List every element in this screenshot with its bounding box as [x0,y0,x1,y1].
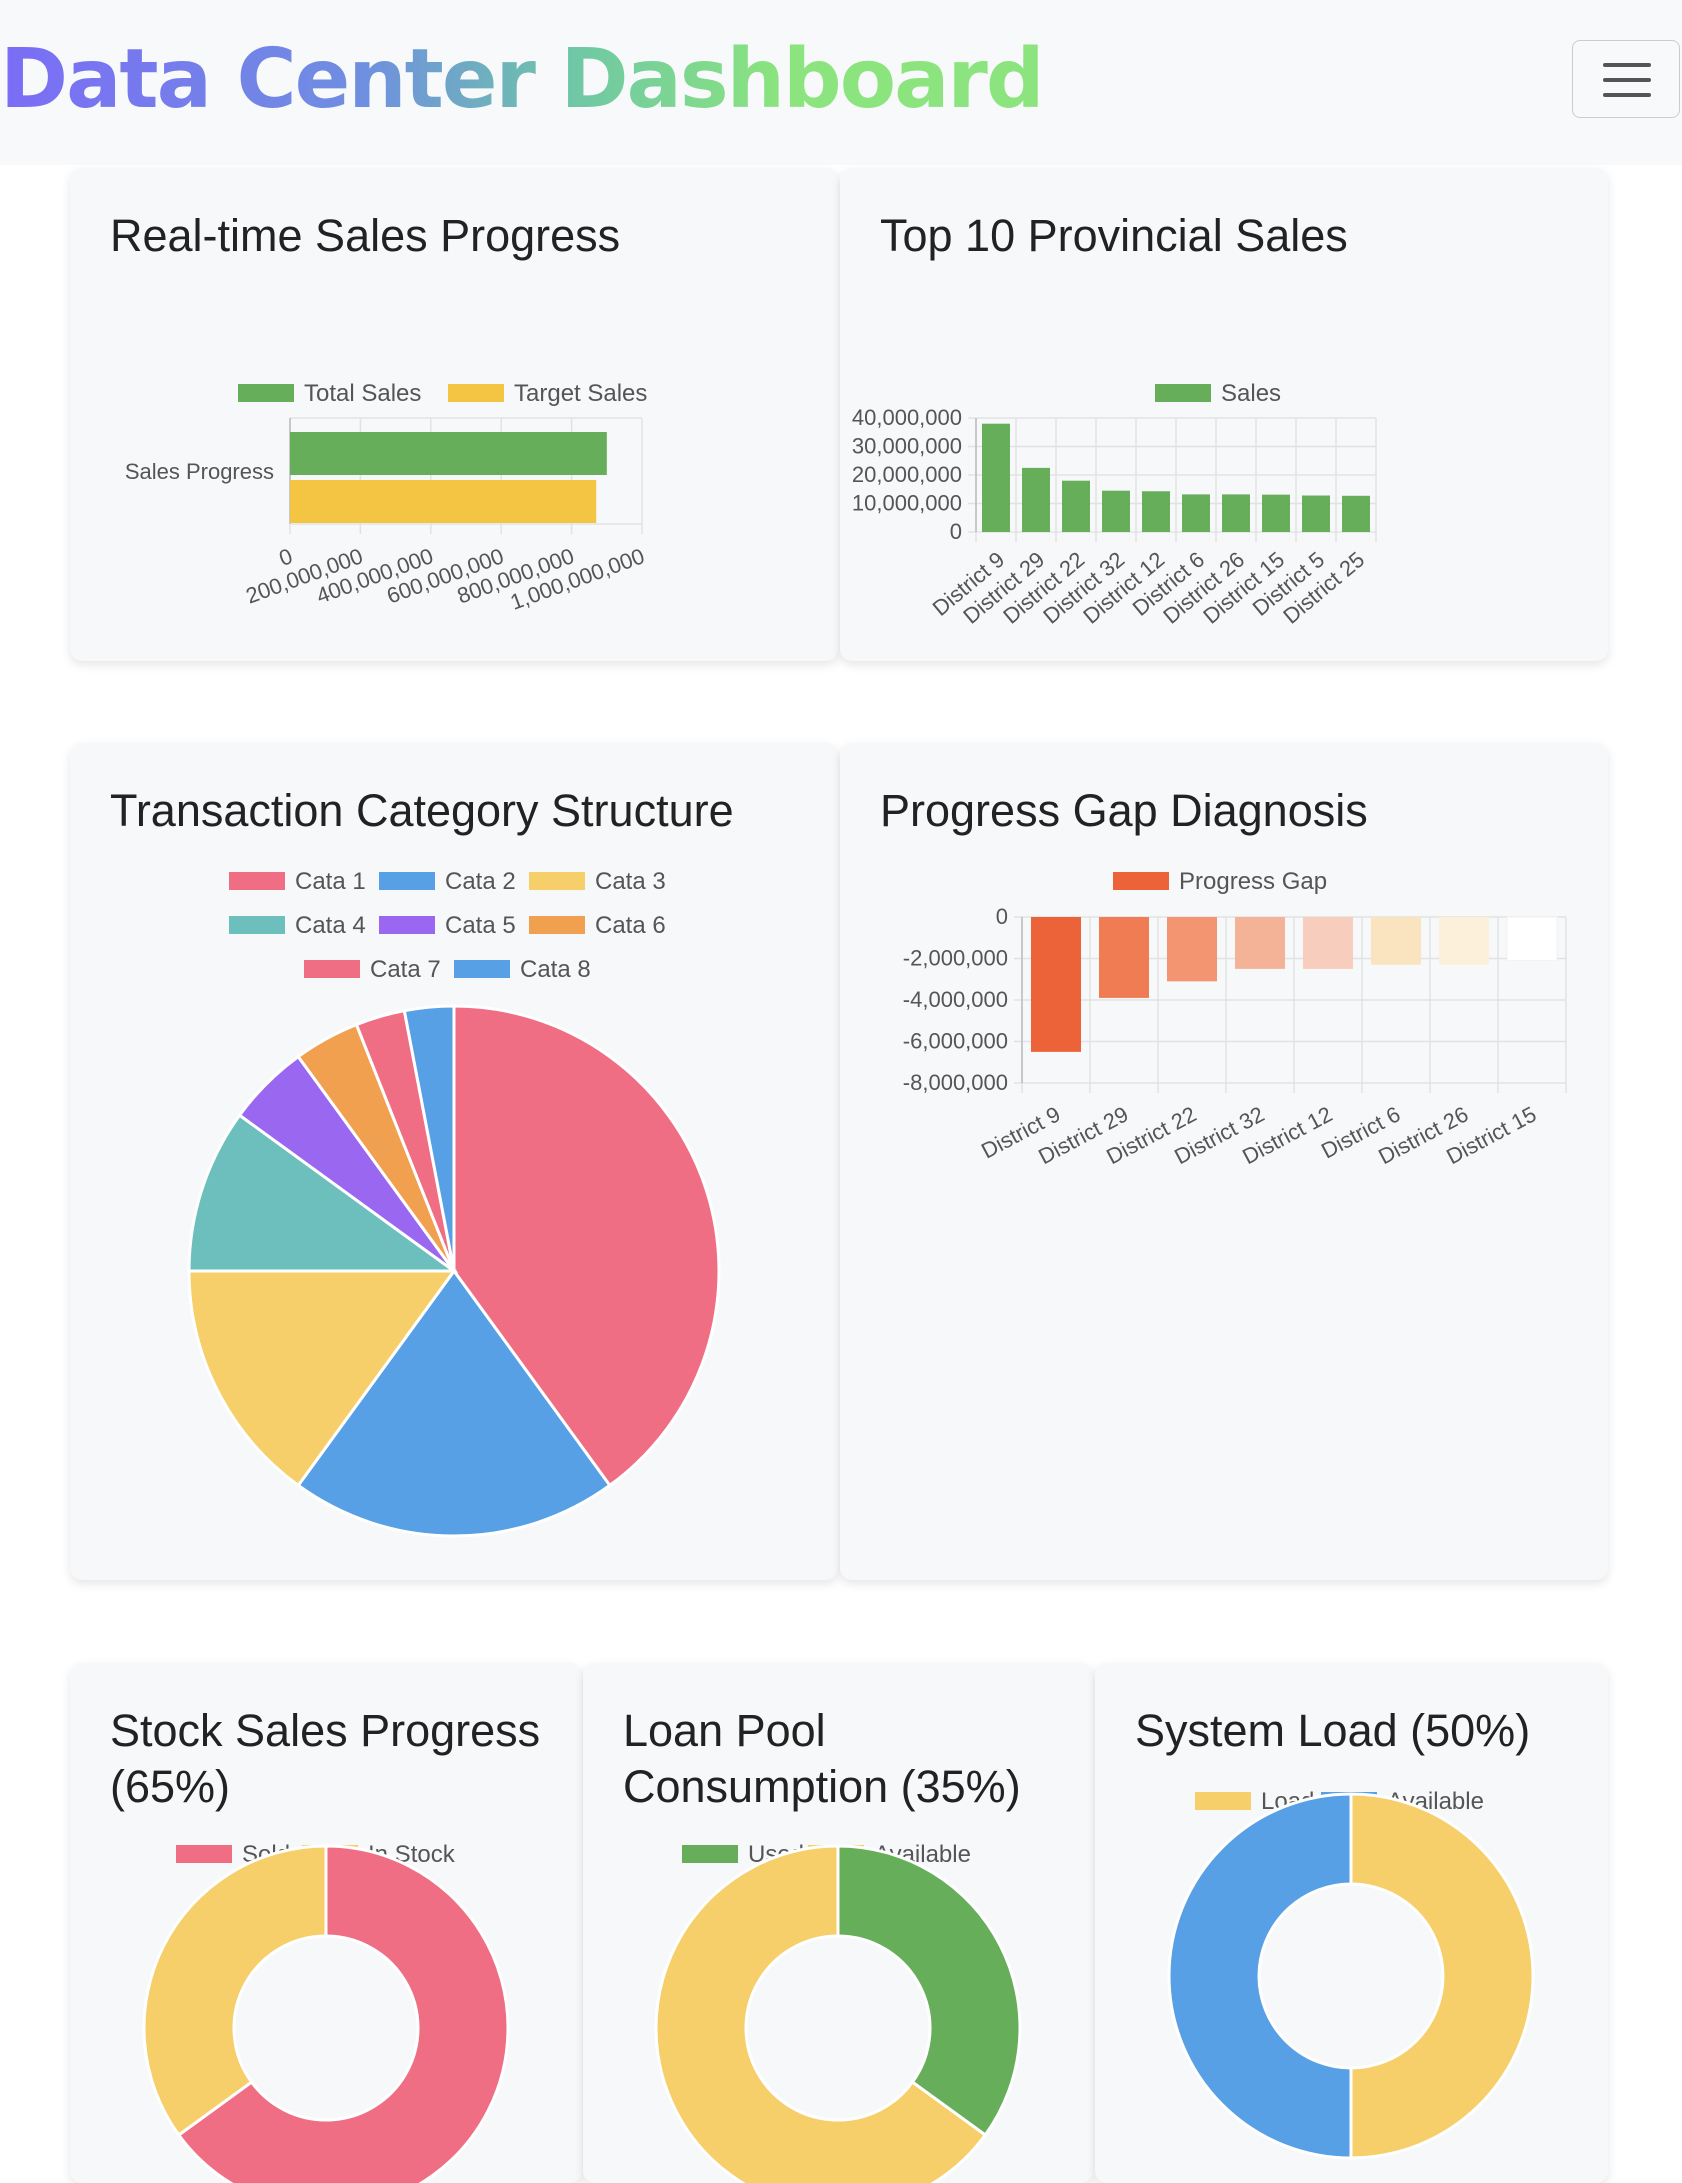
card-title: Transaction Category Structure [110,785,734,836]
bar [1182,494,1210,532]
legend-label: Total Sales [304,380,421,407]
legend-swatch [229,916,285,934]
card-title: Real-time Sales Progress [110,210,621,261]
legend-swatch [1195,1792,1251,1810]
system-load-chart: Load Available [1167,1788,1535,2160]
card-title-line: Stock Sales Progress [110,1705,541,1756]
legend-label: Cata 4 [295,912,366,939]
bar [982,423,1010,532]
legend-label: Cata 8 [520,956,591,983]
bar [1342,495,1370,532]
doughnut-segment [1167,1792,1353,2160]
bar [1371,917,1421,965]
doughnut-segment [1349,1792,1535,2160]
legend-label: Cata 2 [445,868,516,895]
card-title-line: Loan Pool [623,1705,826,1756]
legend-label: Sales [1221,380,1281,407]
bar [1302,495,1330,532]
legend-swatch [304,960,360,978]
legend-swatch [1155,384,1211,402]
bar [1222,494,1250,532]
legend-swatch [379,916,435,934]
y-tick-label: 20,000,000 [852,462,962,487]
legend-label: Cata 1 [295,868,366,895]
bar [1031,917,1081,1052]
card-title-line: (65%) [110,1761,231,1812]
pie-slice [187,1113,459,1273]
bar [1167,917,1217,982]
sales-progress-chart: Total Sales Target Sales0200,000,000400,0… [125,380,648,615]
dashboard-title: Data Center Dashboard [0,30,1045,130]
menu-toggle-button[interactable] [1572,40,1680,118]
sales-progress-card: Real-time Sales Progress Total Sales Targ… [70,168,838,661]
top-provinces-chart: Sales 40,000,000 30,000,000 20,000,000 10,00… [852,380,1377,629]
system-load-card: System Load (50%) Load Available [1095,1663,1608,2183]
progress-gap-chart: Progress Gap 0 -2,000,000 -4,000,000 -6,000,… [903,868,1567,1169]
card-title: System Load (50%) [1135,1705,1531,1756]
doughnut-segment [654,1844,988,2183]
legend-swatch [454,960,510,978]
card-title-line: Consumption (35%) [623,1761,1021,1812]
bar [1235,917,1285,969]
y-tick-label: 0 [950,519,962,544]
bar [1022,467,1050,532]
bar [1262,494,1290,532]
stock-sales-card: Stock Sales Progress (65%) SoldIn Stock [70,1663,582,2183]
bar [1099,917,1149,998]
top-navbar: Data Center Dashboard [0,0,1682,165]
bar [1142,491,1170,532]
bar [1506,916,1558,962]
legend-label: Cata 3 [595,868,666,895]
doughnut-segment [176,1844,510,2183]
y-tick-label: 30,000,000 [852,434,962,459]
y-tick-label: -8,000,000 [903,1070,1008,1095]
bar [290,432,607,475]
legend-label: Cata 6 [595,912,666,939]
y-tick-label: 40,000,000 [852,405,962,430]
loan-pool-chart: Used Available [654,1841,1022,2183]
category-structure-card: Transaction Category Structure Cata 1 Cat… [70,743,838,1580]
legend-swatch [176,1845,232,1863]
legend-label: Progress Gap [1179,868,1327,895]
bar [1062,480,1090,532]
y-tick-label: -4,000,000 [903,987,1008,1012]
bar [1439,917,1489,965]
legend-swatch [448,384,504,402]
bar [1303,917,1353,969]
pie-slice [452,1004,721,1488]
card-title: Loan Pool Consumption (35%) [623,1703,1021,1815]
doughnut-segment [836,1844,1022,2138]
pie-slice [402,1004,456,1272]
legend-swatch [529,872,585,890]
y-tick-label: 10,000,000 [852,491,962,516]
progress-gap-card: Progress Gap Diagnosis Progress Gap 0 -2,0… [840,743,1608,1580]
y-tick-label: -2,000,000 [903,946,1008,971]
legend-swatch [682,1845,738,1863]
legend-swatch [529,916,585,934]
y-tick-label: Sales Progress [125,459,274,484]
top-provinces-card: Top 10 Provincial Sales Sales 40,000,000 3… [840,168,1608,661]
doughnut-segment [142,1844,328,2138]
bar [1102,490,1130,532]
bar [290,480,597,523]
stock-sales-chart: SoldIn Stock [142,1841,510,2183]
legend-label: Cata 5 [445,912,516,939]
legend-swatch [229,872,285,890]
pie-slice [187,1269,457,1488]
legend-swatch [1113,872,1169,890]
loan-pool-card: Loan Pool Consumption (35%) Used Availabl… [583,1663,1093,2183]
card-title: Progress Gap Diagnosis [880,785,1368,836]
pie-slice [296,1268,612,1538]
card-title: Stock Sales Progress (65%) [110,1703,540,1815]
legend-label: Target Sales [514,380,647,407]
legend-swatch [238,384,294,402]
card-title: Top 10 Provincial Sales [880,210,1348,261]
y-tick-label: 0 [996,904,1008,929]
y-tick-label: -6,000,000 [903,1029,1008,1054]
legend-label: Cata 7 [370,956,441,983]
legend-swatch [379,872,435,890]
